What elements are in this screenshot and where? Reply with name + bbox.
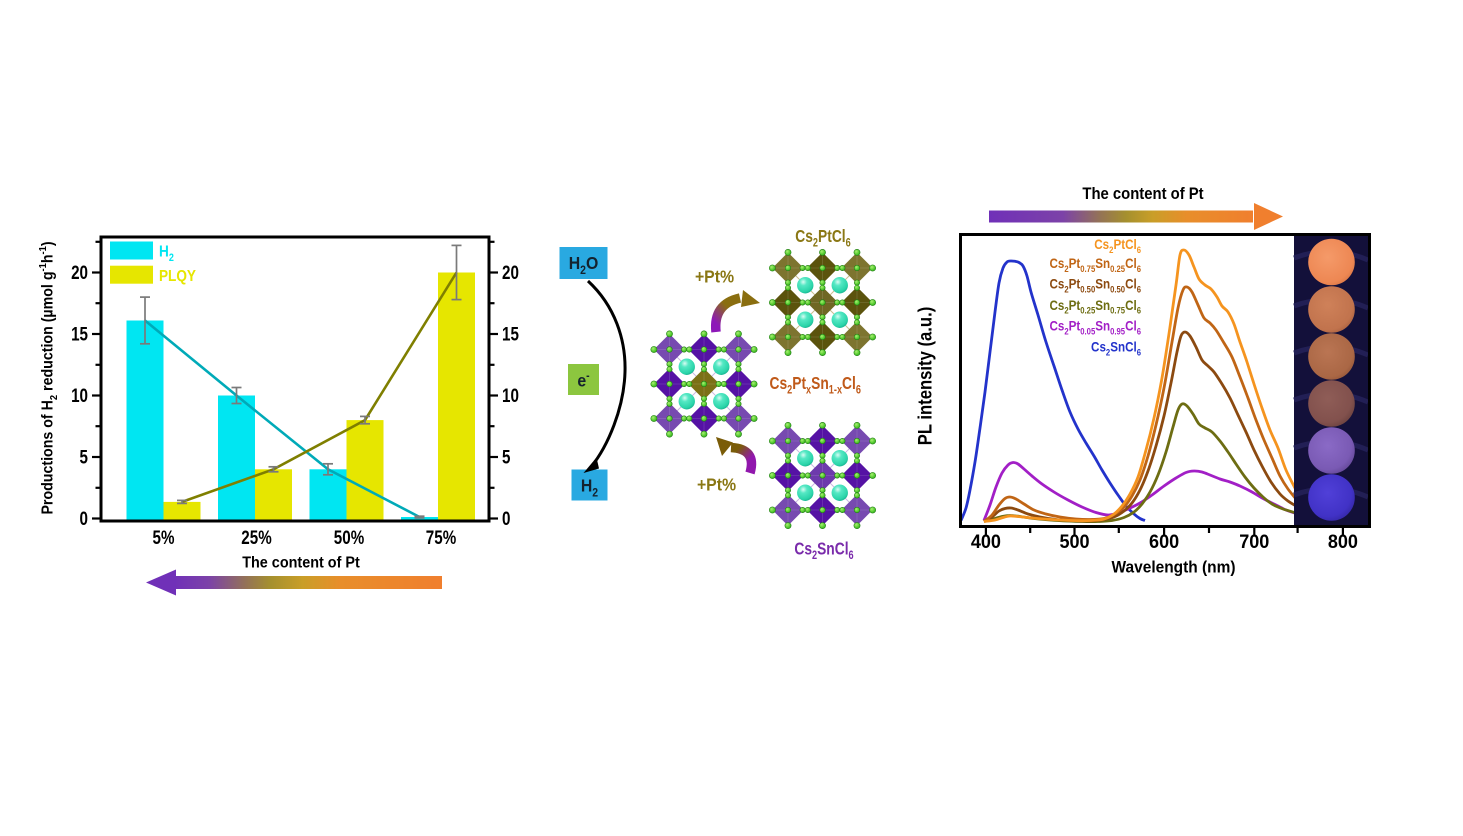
svg-text:20: 20 <box>502 261 519 283</box>
svg-text:Cs2​Pt0.05​Sn0.95​Cl6​: Cs2​Pt0.05​Sn0.95​Cl6​ <box>1049 317 1141 336</box>
svg-text:5: 5 <box>502 446 511 468</box>
svg-text:20: 20 <box>71 261 88 283</box>
svg-text:H2​: H2​ <box>581 476 598 500</box>
svg-text:0: 0 <box>80 507 88 529</box>
svg-text:10: 10 <box>502 384 519 406</box>
svg-text:The content of Pt: The content of Pt <box>242 554 360 572</box>
svg-text:Cs2​PtCl6​: Cs2​PtCl6​ <box>1094 236 1141 255</box>
svg-text:Cs2​Pt0.75​Sn0.25​Cl6​: Cs2​Pt0.75​Sn0.25​Cl6​ <box>1049 255 1141 274</box>
svg-text:15: 15 <box>502 323 519 345</box>
svg-text:800: 800 <box>1328 531 1358 553</box>
svg-text:5: 5 <box>80 446 89 468</box>
svg-text:15: 15 <box>71 323 88 345</box>
svg-text:50%: 50% <box>334 526 364 548</box>
svg-text:H2​: H2​ <box>159 244 174 264</box>
svg-text:Productions of H2​ reduction (: Productions of H2​ reduction (µmol g-1​h… <box>38 241 60 514</box>
svg-text:Cs2​Pt0.25​Sn0.75​Cl6​: Cs2​Pt0.25​Sn0.75​Cl6​ <box>1049 297 1141 316</box>
svg-text:600: 600 <box>1149 531 1179 553</box>
svg-text:Cs2​PtCl6​: Cs2​PtCl6​ <box>795 228 851 250</box>
svg-text:PL intensity (a.u.): PL intensity (a.u.) <box>914 307 935 446</box>
svg-text:700: 700 <box>1239 531 1269 553</box>
svg-text:Wavelength (nm): Wavelength (nm) <box>1111 558 1235 577</box>
svg-text:PLQY: PLQY <box>159 268 196 285</box>
svg-text:+Pt%: +Pt% <box>697 475 736 495</box>
svg-text:Cs2​Ptx​Sn1-x​Cl6​: Cs2​Ptx​Sn1-x​Cl6​ <box>770 375 862 397</box>
svg-text:5%: 5% <box>153 526 175 548</box>
svg-text:Cs2​SnCl6​: Cs2​SnCl6​ <box>794 540 853 562</box>
svg-text:H2​O: H2​O <box>569 253 599 277</box>
svg-text:Cs2​Pt0.50​Sn0.50​Cl6​: Cs2​Pt0.50​Sn0.50​Cl6​ <box>1049 275 1141 294</box>
svg-text:e-​: e-​ <box>577 370 590 391</box>
svg-text:75%: 75% <box>426 526 456 548</box>
svg-text:The content of Pt: The content of Pt <box>1082 185 1204 203</box>
svg-text:10: 10 <box>71 384 88 406</box>
svg-text:400: 400 <box>971 531 1001 553</box>
svg-text:Cs2​SnCl6​: Cs2​SnCl6​ <box>1091 338 1141 357</box>
svg-text:+Pt%: +Pt% <box>695 267 734 287</box>
svg-text:0: 0 <box>502 507 510 529</box>
svg-text:25%: 25% <box>241 526 271 548</box>
svg-text:500: 500 <box>1059 531 1089 553</box>
